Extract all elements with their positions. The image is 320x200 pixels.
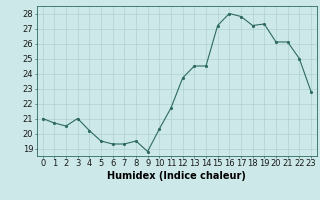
X-axis label: Humidex (Indice chaleur): Humidex (Indice chaleur): [108, 171, 246, 181]
